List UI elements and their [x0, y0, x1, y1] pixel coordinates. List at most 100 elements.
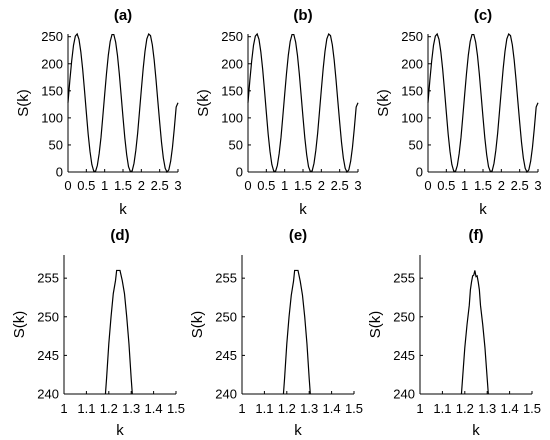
panel-e-xlabel: k: [294, 422, 302, 439]
panel-b-xtick-label: 2.5: [331, 178, 349, 193]
panel-a-ytick-label: 150: [41, 83, 63, 98]
panel-c-xtick-label: 2: [498, 178, 505, 193]
panel-d-xtick-label: 1.2: [100, 401, 118, 416]
panel-c-xtick-label: 2.5: [511, 178, 529, 193]
panel-c-ytick-label: 0: [416, 165, 423, 180]
panel-e-ytick-label: 245: [215, 348, 237, 363]
panel-f-ytick-label: 250: [393, 309, 415, 324]
panel-c-xlabel: k: [479, 201, 487, 218]
panel-a-ytick-label: 100: [41, 110, 63, 125]
panel-a-xtick-label: 0: [64, 178, 71, 193]
panel-f-ytick-label: 255: [393, 271, 415, 286]
panel-d-title: (d): [110, 227, 129, 244]
panel-b-xtick-label: 3: [354, 178, 361, 193]
panel-d-xtick-label: 1.4: [145, 401, 163, 416]
panel-f-xtick-label: 1.4: [501, 401, 519, 416]
panel-d-ytick-label: 245: [37, 348, 59, 363]
panel-f-ylabel: S(k): [367, 311, 384, 339]
panel-c-title: (c): [474, 7, 492, 24]
panel-a-xtick-label: 1: [101, 178, 108, 193]
panel-a: (a) 0 50 100 150 200 250 0 0.5 1 1.5 2 2.5 3 k S(k): [15, 7, 182, 218]
panel-f-xlabel: k: [472, 422, 480, 439]
panel-e-ytick-label: 250: [215, 309, 237, 324]
panel-e-xtick-label: 1.3: [300, 401, 318, 416]
panel-b-xtick-label: 1: [281, 178, 288, 193]
panel-a-ylabel: S(k): [15, 89, 32, 117]
panel-b-ytick-label: 150: [221, 83, 243, 98]
panel-a-xlabel: k: [119, 201, 127, 218]
panel-a-xtick-label: 0.5: [77, 178, 95, 193]
panel-e-xtick-label: 1: [238, 401, 245, 416]
panel-a-xtick-label: 3: [174, 178, 181, 193]
panel-e-ytick-label: 255: [215, 271, 237, 286]
panel-e-xtick-label: 1.1: [255, 401, 273, 416]
panel-a-ytick-label: 200: [41, 56, 63, 71]
panel-b-title: (b): [293, 7, 312, 24]
panel-b-ytick-label: 100: [221, 110, 243, 125]
panel-c-xtick-label: 1.5: [474, 178, 492, 193]
panel-f: (f) 240 245 250 255 1 1.1 1.2 1.3 1.4 1.5 k S(k): [367, 227, 541, 439]
panel-a-ytick-label: 250: [41, 29, 63, 44]
panel-c-ytick-label: 250: [401, 29, 423, 44]
panel-b-xtick-label: 0.5: [257, 178, 275, 193]
panel-a-xtick-label: 2.5: [151, 178, 169, 193]
panel-c-ytick-label: 200: [401, 56, 423, 71]
panel-d-series-line: [104, 269, 133, 395]
panel-a-xtick-label: 1.5: [114, 178, 132, 193]
panel-e: (e) 240 245 250 255 1 1.1 1.2 1.3 1.4 1.5 k S(k): [189, 227, 363, 439]
panel-f-xtick-label: 1.3: [478, 401, 496, 416]
panel-a-ytick-label: 50: [49, 137, 63, 152]
panel-a-series-line: [67, 32, 179, 174]
panel-d-xtick-label: 1.5: [167, 401, 185, 416]
panel-d-ytick-label: 255: [37, 271, 59, 286]
panel-c-ylabel: S(k): [375, 89, 392, 117]
panel-b-ytick-label: 0: [236, 165, 243, 180]
panel-a-title: (a): [114, 7, 132, 24]
panel-b-xtick-label: 1.5: [294, 178, 312, 193]
panel-d-xtick-label: 1.1: [77, 401, 95, 416]
panel-b-ytick-label: 50: [229, 137, 243, 152]
panel-a-xtick-label: 2: [138, 178, 145, 193]
panel-b: (b) 0 50 100 150 200 250 0 0.5 1 1.5 2 2.5 3 k S(k): [195, 7, 362, 218]
panel-e-series-line: [282, 269, 311, 395]
panel-d: (d) 240 245 250 255 1 1.1 1.2 1.3 1.4 1.5 k S(k): [11, 227, 185, 439]
panel-b-ytick-label: 250: [221, 29, 243, 44]
panel-d-xtick-label: 1.3: [122, 401, 140, 416]
panel-b-xtick-label: 0: [244, 178, 251, 193]
panel-f-xtick-label: 1.2: [456, 401, 474, 416]
panel-d-xlabel: k: [116, 422, 124, 439]
panel-b-ylabel: S(k): [195, 89, 212, 117]
panel-c-ytick-label: 100: [401, 110, 423, 125]
panel-c-xtick-label: 0: [424, 178, 431, 193]
panel-c: (c) 0 50 100 150 200 250 0 0.5 1 1.5 2 2.5 3 k S(k): [375, 7, 542, 218]
panel-a-ytick-label: 0: [56, 165, 63, 180]
panel-e-xtick-label: 1.5: [345, 401, 363, 416]
panel-c-ytick-label: 150: [401, 83, 423, 98]
panel-c-xtick-label: 1: [461, 178, 468, 193]
panel-e-title: (e): [289, 227, 307, 244]
panel-f-xtick-label: 1.1: [433, 401, 451, 416]
panel-f-series-line: [460, 270, 489, 395]
panel-b-ytick-label: 200: [221, 56, 243, 71]
panel-f-ytick-label: 245: [393, 348, 415, 363]
panel-f-ytick-label: 240: [393, 387, 415, 402]
panel-d-ytick-label: 240: [37, 387, 59, 402]
panel-b-xlabel: k: [299, 201, 307, 218]
panel-b-series-line: [247, 32, 359, 174]
panel-f-title: (f): [469, 227, 484, 244]
panel-c-xtick-label: 0.5: [437, 178, 455, 193]
panel-d-ytick-label: 250: [37, 309, 59, 324]
panel-e-xtick-label: 1.4: [323, 401, 341, 416]
panel-f-xtick-label: 1.5: [523, 401, 541, 416]
panel-d-xtick-label: 1: [60, 401, 67, 416]
panel-c-ytick-label: 50: [409, 137, 423, 152]
panel-e-ytick-label: 240: [215, 387, 237, 402]
panel-b-xtick-label: 2: [318, 178, 325, 193]
panel-e-ylabel: S(k): [189, 311, 206, 339]
panel-e-xtick-label: 1.2: [278, 401, 296, 416]
panel-c-xtick-label: 3: [534, 178, 541, 193]
panel-d-ylabel: S(k): [11, 311, 28, 339]
panel-f-xtick-label: 1: [416, 401, 423, 416]
panel-c-series-line: [427, 32, 539, 174]
